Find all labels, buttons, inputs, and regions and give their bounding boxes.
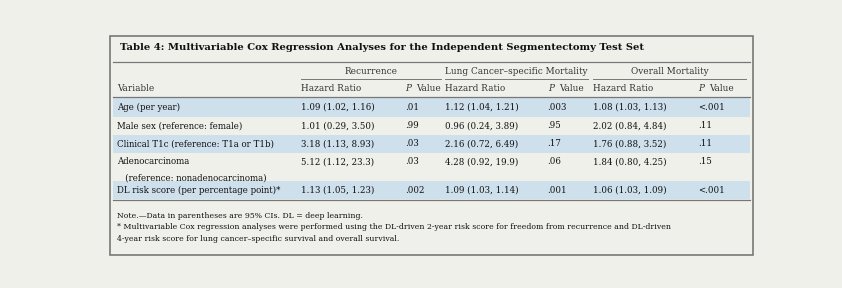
Text: 1.01 (0.29, 3.50): 1.01 (0.29, 3.50)	[301, 121, 375, 130]
Text: <.001: <.001	[698, 185, 724, 195]
Text: Value: Value	[709, 84, 733, 93]
Text: 0.96 (0.24, 3.89): 0.96 (0.24, 3.89)	[445, 121, 518, 130]
Text: 3.18 (1.13, 8.93): 3.18 (1.13, 8.93)	[301, 139, 374, 148]
Text: Clinical T1c (reference: T1a or T1b): Clinical T1c (reference: T1a or T1b)	[117, 139, 274, 148]
Text: Variable: Variable	[117, 84, 154, 93]
Text: Hazard Ratio: Hazard Ratio	[301, 84, 361, 93]
Text: .03: .03	[406, 158, 419, 166]
FancyBboxPatch shape	[113, 135, 750, 153]
FancyBboxPatch shape	[110, 36, 753, 255]
Text: Lung Cancer–specific Mortality: Lung Cancer–specific Mortality	[445, 67, 588, 76]
Text: 4.28 (0.92, 19.9): 4.28 (0.92, 19.9)	[445, 158, 518, 166]
Text: * Multivariable Cox regression analyses were performed using the DL-driven 2-yea: * Multivariable Cox regression analyses …	[117, 223, 671, 232]
Text: Table 4: Multivariable Cox Regression Analyses for the Independent Segmentectomy: Table 4: Multivariable Cox Regression An…	[120, 43, 643, 52]
Text: .002: .002	[406, 185, 425, 195]
Text: .06: .06	[547, 158, 562, 166]
Text: .11: .11	[698, 121, 711, 130]
Text: 1.84 (0.80, 4.25): 1.84 (0.80, 4.25)	[594, 158, 667, 166]
Text: P: P	[698, 84, 704, 93]
Text: .003: .003	[547, 103, 567, 112]
Text: .99: .99	[406, 121, 419, 130]
Text: Hazard Ratio: Hazard Ratio	[445, 84, 505, 93]
Text: P: P	[406, 84, 412, 93]
FancyBboxPatch shape	[113, 181, 750, 199]
Text: DL risk score (per percentage point)*: DL risk score (per percentage point)*	[117, 185, 280, 195]
FancyBboxPatch shape	[113, 98, 750, 117]
Text: 1.09 (1.02, 1.16): 1.09 (1.02, 1.16)	[301, 103, 375, 112]
Text: P: P	[547, 84, 554, 93]
Text: Hazard Ratio: Hazard Ratio	[594, 84, 653, 93]
Text: 1.13 (1.05, 1.23): 1.13 (1.05, 1.23)	[301, 185, 375, 195]
Text: 1.06 (1.03, 1.09): 1.06 (1.03, 1.09)	[594, 185, 667, 195]
Text: Male sex (reference: female): Male sex (reference: female)	[117, 121, 242, 130]
Text: (reference: nonadenocarcinoma): (reference: nonadenocarcinoma)	[117, 173, 267, 182]
Text: .95: .95	[547, 121, 562, 130]
Text: Note.—Data in parentheses are 95% CIs. DL = deep learning.: Note.—Data in parentheses are 95% CIs. D…	[117, 212, 363, 220]
Text: 2.16 (0.72, 6.49): 2.16 (0.72, 6.49)	[445, 139, 518, 148]
Text: 1.08 (1.03, 1.13): 1.08 (1.03, 1.13)	[594, 103, 667, 112]
Text: .15: .15	[698, 158, 711, 166]
Text: <.001: <.001	[698, 103, 724, 112]
Text: Overall Mortality: Overall Mortality	[631, 67, 708, 76]
Text: .17: .17	[547, 139, 562, 148]
Text: 5.12 (1.12, 23.3): 5.12 (1.12, 23.3)	[301, 158, 374, 166]
Text: .11: .11	[698, 139, 711, 148]
Text: Adenocarcinoma: Adenocarcinoma	[117, 158, 189, 166]
Text: 2.02 (0.84, 4.84): 2.02 (0.84, 4.84)	[594, 121, 667, 130]
Text: 1.76 (0.88, 3.52): 1.76 (0.88, 3.52)	[594, 139, 667, 148]
Text: Value: Value	[417, 84, 441, 93]
Text: 1.09 (1.03, 1.14): 1.09 (1.03, 1.14)	[445, 185, 518, 195]
Text: .001: .001	[547, 185, 568, 195]
Text: .01: .01	[406, 103, 419, 112]
Text: 1.12 (1.04, 1.21): 1.12 (1.04, 1.21)	[445, 103, 519, 112]
Text: 4-year risk score for lung cancer–specific survival and overall survival.: 4-year risk score for lung cancer–specif…	[117, 235, 399, 243]
Text: Recurrence: Recurrence	[344, 67, 397, 76]
Text: Value: Value	[559, 84, 584, 93]
Text: .03: .03	[406, 139, 419, 148]
Text: Age (per year): Age (per year)	[117, 103, 180, 112]
